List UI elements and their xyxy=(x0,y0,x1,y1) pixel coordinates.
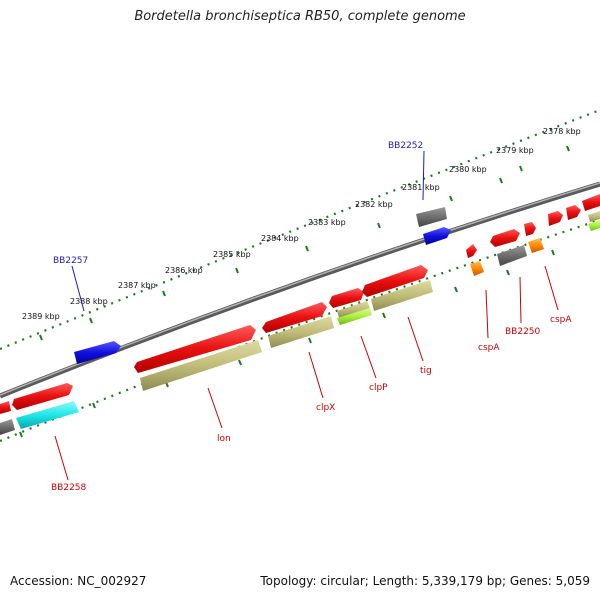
feature-blue-bb2257 xyxy=(74,341,121,364)
outer-scale-ticks xyxy=(39,145,570,341)
gene-labels: BB2252 BB2257 BB2258 lon clpX clpP tig c… xyxy=(51,141,572,493)
scale-label: 2378 kbp xyxy=(543,127,581,136)
feature-lime-right xyxy=(588,220,600,231)
scale-label: 2380 kbp xyxy=(449,165,487,174)
feature-lime-clpp xyxy=(337,308,372,325)
gene-label-lon[interactable]: lon xyxy=(217,434,231,444)
scale-label: 2381 kbp xyxy=(402,183,440,192)
genome-summary-text: Topology: circular; Length: 5,339,179 bp… xyxy=(260,574,590,588)
genome-backbone-highlight xyxy=(0,182,600,396)
scale-label: 2382 kbp xyxy=(355,200,393,209)
feature-gray-bb2250 xyxy=(497,245,527,266)
feature-gray-upper xyxy=(416,207,447,227)
scale-label: 2388 kbp xyxy=(70,297,108,306)
scale-label: 2384 kbp xyxy=(261,234,299,243)
feature-red-forward xyxy=(0,194,600,414)
scale-label: 2386 kbp xyxy=(165,266,203,275)
inner-scale-track xyxy=(0,218,600,443)
gene-label-bb2250[interactable]: BB2250 xyxy=(505,327,541,337)
gene-label-bb2257[interactable]: BB2257 xyxy=(53,256,88,266)
scale-label: 2389 kbp xyxy=(22,312,60,321)
scale-labels: 2378 kbp 2379 kbp 2380 kbp 2381 kbp 2382… xyxy=(22,127,581,321)
scale-label: 2385 kbp xyxy=(213,250,251,259)
gene-label-clpp[interactable]: clpP xyxy=(369,383,388,393)
gene-label-bb2258[interactable]: BB2258 xyxy=(51,483,87,493)
accession-text: Accession: NC_002927 xyxy=(10,574,147,588)
feature-cyan-bb2258 xyxy=(16,401,79,429)
gene-label-bb2252[interactable]: BB2252 xyxy=(388,141,423,151)
feature-blue-bb2252 xyxy=(423,227,451,245)
gene-label-cspa[interactable]: cspA xyxy=(550,315,572,325)
scale-label: 2379 kbp xyxy=(496,146,534,155)
scale-label: 2387 kbp xyxy=(118,281,156,290)
gene-label-cspa[interactable]: cspA xyxy=(478,343,500,353)
scale-label: 2383 kbp xyxy=(308,218,346,227)
feature-orange-cspa xyxy=(470,238,544,276)
gene-label-tig[interactable]: tig xyxy=(420,366,432,376)
map-title: Bordetella bronchiseptica RB50, complete… xyxy=(134,9,466,24)
inner-scale-ticks xyxy=(19,249,555,438)
label-leaders xyxy=(54,150,559,481)
gene-label-clpx[interactable]: clpX xyxy=(316,403,335,413)
feature-gray-lower-left xyxy=(0,419,15,435)
genome-backbone xyxy=(0,181,600,399)
feature-olive-reverse xyxy=(140,211,600,391)
